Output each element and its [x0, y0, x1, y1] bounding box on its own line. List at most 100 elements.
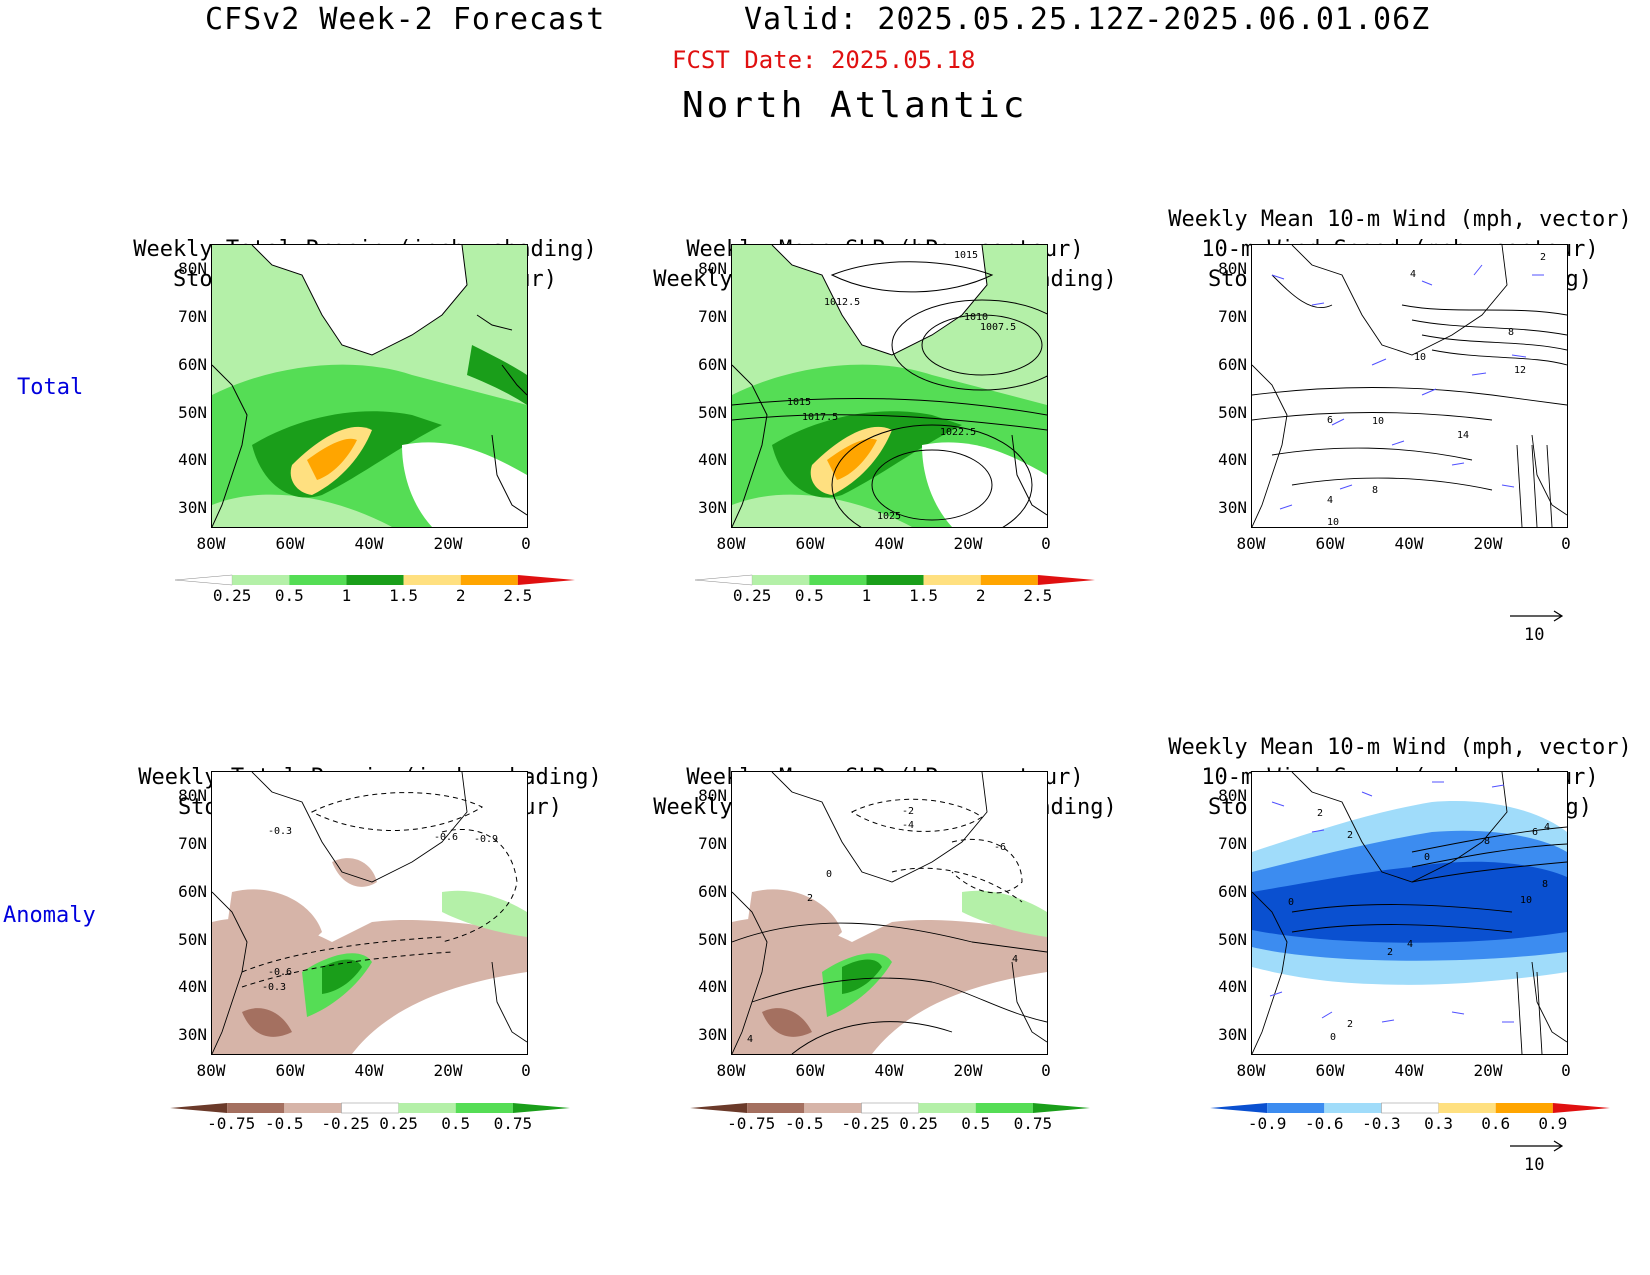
latitude-label: 80N — [698, 786, 727, 805]
latitude-label: 60N — [1218, 355, 1247, 374]
colorbar-precip-total: 0.25 0.5 1 1.5 2 2.5 — [694, 572, 1095, 605]
colorbar-label: 2.5 — [503, 586, 533, 605]
latitude-label: 80N — [1218, 259, 1247, 278]
region-name: North Atlantic — [682, 85, 1028, 126]
wind-contour-label: 2 — [1540, 252, 1546, 263]
latitude-label: 30N — [178, 498, 207, 517]
wind-anom-label: 10 — [1520, 895, 1532, 906]
anom-contour-label: -0.3 — [268, 826, 292, 837]
colorbar-label: 0.9 — [1538, 1114, 1568, 1133]
latitude-label: 70N — [698, 834, 727, 853]
latitude-label: 60N — [698, 882, 727, 901]
longitude-label: 60W — [275, 534, 305, 553]
colorbar-segment — [866, 575, 924, 585]
colorbar-label: 1 — [341, 586, 352, 605]
wind-anom-label: 0 — [1330, 1032, 1336, 1043]
colorbar-label: 0.75 — [493, 1114, 533, 1133]
colorbar-label: 2.5 — [1023, 586, 1053, 605]
colorbar-segment — [1210, 1103, 1268, 1113]
longitude-label: 0 — [1561, 534, 1571, 553]
longitude-label: 80W — [716, 1061, 746, 1080]
longitude-label: 20W — [953, 1061, 983, 1080]
wind-contour-label: 10 — [1327, 517, 1339, 527]
longitude-label: 60W — [795, 534, 825, 553]
slp-anom-label: 4 — [1012, 954, 1018, 965]
latitude-label: 50N — [698, 403, 727, 422]
colorbar-segment — [512, 1103, 570, 1113]
colorbar-label: 0.5 — [441, 1114, 471, 1133]
colorbar-segment — [980, 575, 1038, 585]
longitude-label: 60W — [795, 1061, 825, 1080]
colorbar-label: 0.25 — [379, 1114, 418, 1133]
latitude-label: 70N — [698, 307, 727, 326]
longitude-label: 0 — [1561, 1061, 1571, 1080]
colorbar-precip-anom: -0.75 -0.5 -0.25 0.25 0.5 0.75 — [690, 1100, 1090, 1133]
wind-anom-label: 0 — [1424, 852, 1430, 863]
row-label-anomaly: Anomaly — [3, 903, 96, 928]
colorbar-label: 0.5 — [961, 1114, 991, 1133]
longitude-label: 0 — [1041, 534, 1051, 553]
latitude-label: 60N — [698, 355, 727, 374]
colorbar-label: 0.25 — [732, 586, 772, 605]
latitude-label: 40N — [698, 977, 727, 996]
colorbar-label: 2 — [455, 586, 466, 605]
colorbar-segment — [460, 575, 518, 585]
slp-anom-label: 4 — [747, 1034, 753, 1045]
colorbar-segment — [289, 575, 347, 585]
longitude-label: 40W — [1394, 1061, 1424, 1080]
colorbar-segment — [455, 1103, 513, 1113]
wind-anom-label: 2 — [1347, 830, 1353, 841]
wind-contour-label: 14 — [1457, 430, 1469, 441]
colorbar-segment — [1438, 1103, 1496, 1113]
colorbar-segment — [752, 575, 810, 585]
slp-label: 1015 — [954, 250, 978, 261]
colorbar-segment — [284, 1103, 342, 1113]
vector-reference-label: 10 — [1524, 625, 1545, 645]
colorbar-segment — [809, 575, 867, 585]
colorbar-precip-total: 0.25 0.5 1 1.5 2 2.5 — [174, 572, 575, 605]
latitude-label: 30N — [178, 1025, 207, 1044]
wind-anom-label: 2 — [1317, 808, 1323, 819]
colorbar-label: -0.5 — [785, 1114, 824, 1133]
colorbar-segment — [1381, 1102, 1439, 1114]
wind-anom-label: 4 — [1407, 939, 1413, 950]
arrow-right-icon — [1510, 610, 1564, 622]
latitude-label: 40N — [1218, 450, 1247, 469]
colorbar-label: 1.5 — [909, 586, 939, 605]
longitude-label: 60W — [1315, 1061, 1345, 1080]
vector-reference-label: 10 — [1524, 1155, 1545, 1175]
latitude-label: 40N — [178, 977, 207, 996]
latitude-label: 50N — [1218, 930, 1247, 949]
wind-anom-label: 4 — [1544, 822, 1550, 833]
map-total-slp: 1015 1012.5 1010 1007.5 1015 1017.5 1022… — [731, 244, 1048, 528]
colorbar-segment — [346, 575, 404, 585]
colorbar-segment — [341, 1102, 399, 1114]
colorbar-label: 0.5 — [274, 586, 304, 605]
latitude-label: 80N — [698, 259, 727, 278]
vector-reference-anomaly: 10 — [1508, 1138, 1568, 1175]
wind-anom-label: 2 — [1347, 1019, 1353, 1030]
wind-contour-label: 10 — [1414, 352, 1426, 363]
valid-period: Valid: 2025.05.25.12Z-2025.06.01.06Z — [744, 2, 1431, 37]
colorbar-segment — [923, 575, 981, 585]
slp-anom-label: -2 — [902, 806, 914, 817]
colorbar-segment — [1037, 575, 1095, 585]
longitude-label: 20W — [1473, 1061, 1503, 1080]
slp-label: 1022.5 — [940, 427, 976, 438]
colorbar-label: -0.6 — [1305, 1114, 1344, 1133]
colorbar-label: -0.9 — [1247, 1114, 1287, 1133]
map-total-wind: 2 4 10 8 12 6 10 14 4 8 10 — [1251, 244, 1568, 528]
wind-contour-label: 4 — [1410, 269, 1416, 280]
slp-anom-label: -4 — [902, 820, 914, 831]
longitude-label: 40W — [1394, 534, 1424, 553]
anom-contour-label: -0.9 — [474, 834, 498, 845]
longitude-label: 80W — [196, 534, 226, 553]
latitude-label: 50N — [178, 403, 207, 422]
slp-label: 1017.5 — [802, 412, 838, 423]
colorbar-label: -0.75 — [727, 1114, 776, 1133]
longitude-label: 40W — [874, 1061, 904, 1080]
wind-contour-label: 8 — [1508, 327, 1514, 338]
colorbar-label: 0.5 — [794, 586, 824, 605]
colorbar-segment — [398, 1103, 456, 1113]
colorbar-segment — [517, 575, 575, 585]
